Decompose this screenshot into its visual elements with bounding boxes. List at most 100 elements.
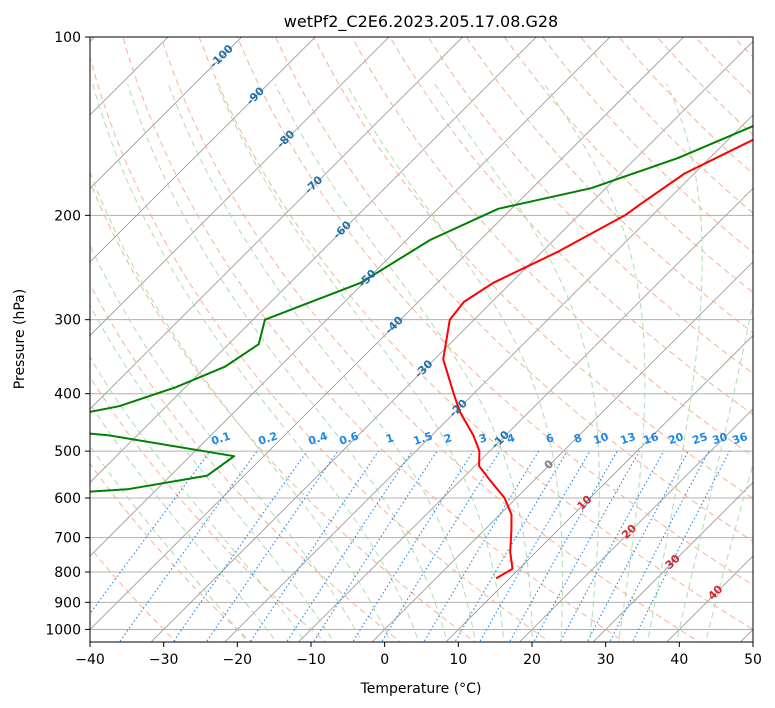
isotherm-line xyxy=(90,37,316,263)
mixing-ratio-label: 10 xyxy=(592,430,611,447)
y-tick-label: 700 xyxy=(54,531,81,547)
mixing-ratio-line xyxy=(172,450,308,642)
x-tick-label: −40 xyxy=(75,652,105,668)
y-tick-label: 300 xyxy=(54,313,81,329)
y-tick-label: 600 xyxy=(54,491,81,507)
moist-adiabat-line xyxy=(127,83,448,642)
dry-adiabat-line xyxy=(122,37,626,642)
dry-adiabat-line xyxy=(389,37,753,416)
mixing-ratio-line xyxy=(352,450,474,642)
mixing-ratio-label: 20 xyxy=(667,430,686,447)
plot-background xyxy=(90,37,753,642)
mixing-ratio-label: 6 xyxy=(544,431,556,446)
mixing-ratio-line xyxy=(286,450,413,642)
isotherm-line xyxy=(90,37,611,557)
x-tick-label: −10 xyxy=(296,652,326,668)
moist-adiabat-line xyxy=(274,83,533,642)
x-tick-label: 50 xyxy=(744,652,762,668)
dry-adiabat-line xyxy=(236,37,753,586)
mixing-ratio-label: 0.6 xyxy=(338,429,361,447)
temperature-profile-line xyxy=(442,138,753,580)
mixing-ratio-line xyxy=(479,450,591,642)
mixing-ratio-line xyxy=(454,450,568,642)
isotherm-line xyxy=(518,408,753,642)
mixing-ratio-line xyxy=(205,450,339,642)
mixing-ratio-label: 25 xyxy=(691,430,710,447)
mixing-ratio-line xyxy=(380,450,501,642)
isotherm-line xyxy=(90,37,243,189)
dry-adiabat-line xyxy=(465,37,753,334)
moist-adiabat-line xyxy=(90,445,249,642)
axes: −40 −30 −20 −10 0 10 20 30 40 5010020030040050060… xyxy=(45,30,762,668)
isotherm-line xyxy=(592,481,753,642)
mixing-ratio-line xyxy=(631,450,731,642)
dry-adiabat-line xyxy=(90,462,252,642)
x-axis-title: Temperature (°C) xyxy=(360,681,482,697)
x-tick-label: 0 xyxy=(380,652,389,668)
moist-adiabat-line xyxy=(92,83,420,642)
moist-adiabat-line xyxy=(167,83,477,642)
isotherm-line xyxy=(297,187,753,642)
y-tick-label: 1000 xyxy=(45,622,81,638)
moist-adiabat-line xyxy=(90,244,363,642)
moist-adiabat-line xyxy=(345,83,563,642)
dry-adiabat-line xyxy=(160,37,701,642)
mixing-ratio-line xyxy=(118,450,258,642)
mixing-ratio-line xyxy=(586,450,689,642)
isotherm-line xyxy=(371,261,753,642)
mixing-ratio-line xyxy=(559,450,665,642)
mixing-ratio-line xyxy=(90,450,211,615)
x-tick-label: −30 xyxy=(149,652,179,668)
chart-title: wetPf2_C2E6.2023.205.17.08.G28 xyxy=(284,12,558,32)
mixing-ratio-label: 16 xyxy=(642,430,661,447)
x-tick-label: 10 xyxy=(449,652,467,668)
dry-adiabat-line xyxy=(503,37,753,294)
moist-adiabat-line xyxy=(646,83,703,642)
mixing-ratio-label: 4 xyxy=(505,431,517,446)
mixing-ratio-label: 3 xyxy=(477,431,488,446)
moist-adiabat-line xyxy=(676,299,753,642)
isotherm-line xyxy=(224,114,753,642)
moist-adiabat-line xyxy=(543,83,646,642)
isotherm-line xyxy=(150,40,753,642)
isotherm-line xyxy=(445,334,753,642)
dry-adiabat-line xyxy=(90,55,551,642)
isotherm-line xyxy=(90,37,685,631)
mixing-ratio-label: 0.1 xyxy=(210,429,233,447)
plot-frame xyxy=(89,36,754,643)
mixing-ratio-label: 1.5 xyxy=(412,429,435,447)
dry-adiabat-line xyxy=(427,37,753,374)
mixing-ratio-label: 13 xyxy=(619,430,638,447)
y-tick-label: 100 xyxy=(54,30,81,46)
y-tick-label: 800 xyxy=(54,565,81,581)
isotherm-line xyxy=(90,37,390,337)
mixing-ratio-label: 36 xyxy=(731,430,750,447)
y-axis-title: Pressure (hPa) xyxy=(12,289,28,389)
mixing-ratio-line xyxy=(312,450,438,642)
mixing-ratio-label: 2 xyxy=(442,431,453,446)
moist-adiabat-line xyxy=(90,356,306,642)
x-tick-label: 20 xyxy=(523,652,541,668)
mixing-ratio-label: 0.4 xyxy=(307,429,330,447)
y-tick-label: 900 xyxy=(54,595,81,611)
isotherm-line xyxy=(90,37,537,484)
dewpoint-profile-line xyxy=(90,125,753,493)
mixing-ratio-label: 8 xyxy=(572,431,583,446)
dry-adiabat-line xyxy=(351,37,753,457)
mixing-ratio-label: 0.2 xyxy=(257,429,280,447)
y-tick-label: 400 xyxy=(54,387,81,403)
moist-adiabat-line xyxy=(90,402,278,642)
mixing-ratio-label: 30 xyxy=(711,430,730,447)
dry-adiabat-line xyxy=(772,37,775,644)
mixing-ratio-label: 1 xyxy=(384,431,395,446)
dry-adiabat-line xyxy=(90,375,327,642)
moist-adiabat-line xyxy=(90,171,392,642)
background-lines xyxy=(90,37,775,644)
isotherm-line xyxy=(90,37,464,410)
x-tick-label: 40 xyxy=(670,652,688,668)
y-tick-label: 500 xyxy=(54,444,81,460)
dry-adiabat-line xyxy=(198,37,753,630)
mixing-ratio-line xyxy=(249,450,379,642)
moist-adiabat-line xyxy=(434,83,600,642)
